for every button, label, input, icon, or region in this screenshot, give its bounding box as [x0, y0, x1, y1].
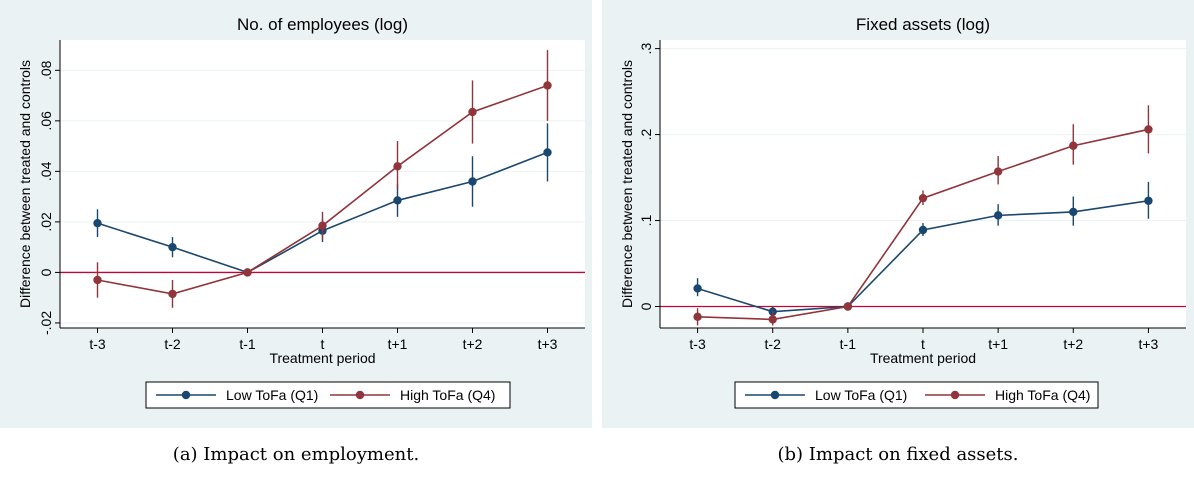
x-tick-label: t+2 [463, 336, 483, 352]
point-high-6 [1144, 125, 1153, 134]
point-high-4 [993, 167, 1003, 176]
caption-fixed-assets: (b) Impact on fixed assets. [777, 444, 1019, 465]
x-tick-label: t-1 [239, 336, 256, 352]
x-tick-label: t-3 [89, 336, 106, 352]
chart-title: No. of employees (log) [237, 15, 408, 34]
legend-marker-high [355, 390, 365, 400]
legend-label-high: High ToFa (Q4) [400, 387, 495, 403]
x-tick-label: t-2 [765, 336, 782, 352]
x-tick-label: t+1 [388, 336, 408, 352]
point-high-0 [93, 275, 102, 285]
y-tick-label: .3 [638, 43, 654, 55]
point-high-0 [693, 312, 702, 322]
x-tick-label: t-1 [840, 336, 857, 352]
plot-area [60, 40, 585, 328]
legend-marker-low [181, 390, 191, 400]
point-low-0 [693, 284, 702, 293]
point-low-5 [468, 177, 477, 186]
chart-employment: No. of employees (log) -.02 0 .02 .04 .06 .08 t… [17, 15, 585, 409]
x-axis-label: Treatment period [269, 350, 375, 366]
y-axis-label: Difference between treated and controls [619, 60, 635, 308]
point-high-1 [168, 289, 177, 299]
y-tick-label: 0 [38, 268, 54, 276]
point-high-5 [1069, 141, 1078, 150]
y-tick-label: .04 [38, 161, 54, 181]
point-high-3 [918, 193, 928, 203]
x-tick-label: t+3 [538, 336, 558, 352]
x-axis-label: Treatment period [870, 350, 976, 366]
y-tick-label: .1 [638, 214, 654, 226]
x-tick-label: t-2 [164, 336, 181, 352]
point-low-5 [1069, 207, 1078, 217]
chart-panel-fixed-assets: Fixed assets (log) 0 .1 .2 .3 t-3 t-2 t-1 t t+1 t+… [602, 0, 1194, 428]
plot-area [660, 40, 1186, 328]
x-tick-label: t-3 [689, 336, 706, 352]
point-low-4 [393, 196, 402, 205]
chart-title: Fixed assets (log) [856, 15, 990, 34]
y-tick-label: .02 [38, 212, 54, 232]
x-tick-label: t [921, 336, 925, 352]
caption-employment: (a) Impact on employment. [172, 444, 420, 465]
point-low-4 [993, 211, 1003, 220]
legend-marker-high [950, 390, 960, 400]
legend-label-low: Low ToFa (Q1) [815, 387, 907, 403]
point-high-6 [543, 81, 552, 90]
point-high-3 [318, 221, 327, 230]
x-tick-label: t [321, 336, 325, 352]
point-high-4 [393, 162, 402, 171]
chart-fixed-assets: Fixed assets (log) 0 .1 .2 .3 t-3 t-2 t-1 t t+1 t+… [619, 15, 1186, 409]
y-tick-label: .08 [38, 60, 54, 80]
point-high-5 [468, 107, 477, 117]
point-high-2 [243, 268, 252, 277]
point-low-3 [918, 225, 928, 235]
x-tick-label: t+2 [1063, 336, 1083, 352]
y-tick-label: .2 [638, 129, 654, 141]
y-tick-label: 0 [638, 302, 654, 310]
y-tick-label: .06 [38, 111, 54, 131]
y-axis-label: Difference between treated and controls [17, 60, 33, 308]
chart-panel-employment: No. of employees (log) -.02 0 .02 .04 .06 .08 t… [0, 0, 592, 428]
y-tick-label: -.02 [38, 311, 54, 335]
legend-marker-low [770, 390, 780, 400]
x-tick-label: t+1 [988, 336, 1008, 352]
point-low-6 [543, 148, 552, 157]
legend-label-low: Low ToFa (Q1) [226, 387, 318, 403]
point-low-0 [93, 218, 102, 228]
point-low-1 [168, 242, 177, 252]
x-tick-label: t+3 [1138, 336, 1158, 352]
legend-label-high: High ToFa (Q4) [995, 387, 1090, 403]
point-high-1 [768, 315, 777, 324]
point-high-2 [843, 302, 853, 311]
point-low-6 [1144, 196, 1153, 205]
